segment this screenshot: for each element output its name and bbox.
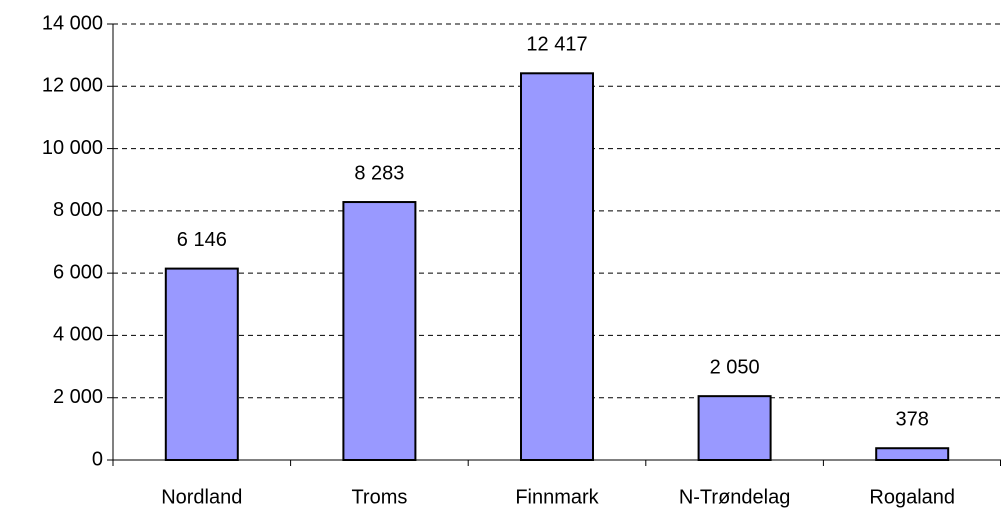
- y-tick-label: 0: [92, 448, 103, 470]
- y-tick-label: 4 000: [53, 324, 103, 346]
- value-label: 378: [896, 409, 929, 431]
- bar: [342, 201, 417, 462]
- y-tick-label: 8 000: [53, 199, 103, 221]
- x-tick-label: Finnmark: [515, 486, 599, 508]
- y-tick-label: 6 000: [53, 261, 103, 283]
- bar: [875, 447, 950, 461]
- y-tick-label: 12 000: [42, 75, 103, 97]
- y-tick-label: 10 000: [42, 137, 103, 159]
- y-tick-label: 2 000: [53, 386, 103, 408]
- bar: [520, 72, 594, 462]
- value-label: 12 417: [526, 34, 587, 56]
- x-tick-label: Rogaland: [869, 486, 955, 508]
- bar: [697, 395, 772, 461]
- value-label: 6 146: [177, 229, 227, 251]
- y-tick-label: 14 000: [42, 12, 103, 34]
- bar: [164, 267, 239, 462]
- value-label: 2 050: [710, 356, 760, 378]
- value-label: 8 283: [354, 162, 404, 184]
- x-tick-label: Troms: [351, 486, 407, 508]
- x-tick-label: Nordland: [161, 486, 242, 508]
- x-tick-label: N-Trøndelag: [679, 486, 791, 508]
